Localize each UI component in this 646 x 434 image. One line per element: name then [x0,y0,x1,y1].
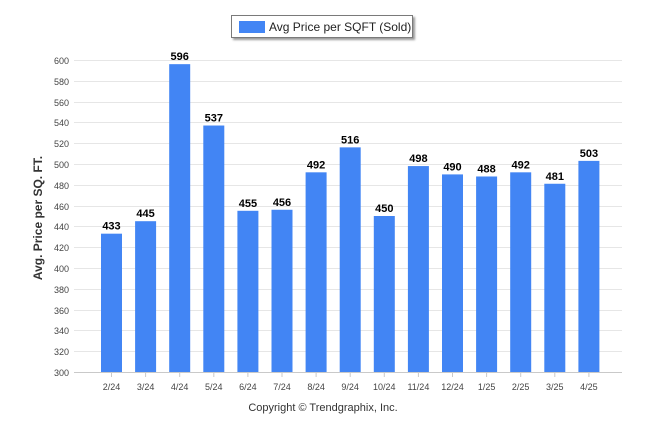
x-tick-label: 5/24 [205,382,223,392]
data-label: 488 [477,163,495,175]
data-label: 537 [205,113,223,125]
data-label: 503 [580,148,598,160]
y-tick-label: 480 [54,181,69,191]
x-tick-label: 8/24 [307,382,325,392]
legend-swatch [239,21,265,33]
y-axis-ticks: 300 320 340 360 380 400 420 440 460 480 500 520 540 5… [54,56,69,378]
x-tick-label: 3/24 [137,382,155,392]
y-tick-label: 520 [54,139,69,149]
data-label: 490 [443,161,461,173]
bar[interactable] [203,125,225,373]
y-tick-label: 500 [54,160,69,170]
data-label: 492 [307,159,325,171]
bar[interactable] [442,174,463,372]
x-tick-label: 3/25 [546,382,564,392]
data-labels: 433 445 596 537 455 456 492 516 450 498 490 488 492 4… [102,51,598,233]
x-tick-label: 2/24 [103,382,121,392]
x-tick-label: 12/24 [441,382,464,392]
data-label: 456 [273,197,291,209]
bar[interactable] [305,172,327,372]
y-tick-label: 580 [54,77,69,87]
bar[interactable] [578,160,600,372]
y-tick-label: 400 [54,264,69,274]
x-tick-label: 11/24 [407,382,429,392]
data-label: 455 [239,198,257,210]
y-tick-label: 600 [54,56,69,66]
y-tick-label: 300 [54,368,69,378]
data-label: 516 [341,134,359,146]
x-axis-ticks: 2/24 3/24 4/24 5/24 6/24 7/24 8/24 9/24 10/24 11/… [103,372,598,392]
bar[interactable] [373,216,395,372]
x-tick-label: 4/25 [580,382,598,392]
x-tick-label: 1/25 [478,382,496,392]
bar[interactable] [407,166,429,372]
y-tick-label: 420 [54,243,69,253]
data-label: 450 [375,203,393,215]
y-tick-label: 360 [54,306,69,316]
x-tick-label: 9/24 [341,382,359,392]
bar[interactable] [339,147,361,372]
data-label: 596 [171,51,189,63]
bar[interactable] [476,176,498,372]
data-label: 481 [546,171,564,183]
bar[interactable] [237,210,259,372]
y-tick-label: 440 [54,222,69,232]
data-label: 492 [512,159,530,171]
data-label: 498 [409,153,427,165]
legend-label: Avg Price per SQFT (Sold) [269,20,412,34]
bar[interactable] [101,233,122,372]
bar[interactable] [544,183,566,372]
x-tick-label: 7/24 [273,382,291,392]
legend[interactable]: Avg Price per SQFT (Sold) [231,15,413,38]
y-tick-label: 340 [54,326,69,336]
y-tick-label: 460 [54,202,69,212]
y-tick-label: 540 [54,118,69,128]
x-tick-label: 10/24 [373,382,396,392]
bar[interactable] [271,209,293,372]
bars [101,64,600,373]
x-tick-label: 6/24 [239,382,257,392]
x-tick-label: 2/25 [512,382,530,392]
y-tick-label: 320 [54,347,69,357]
copyright-text: Copyright © Trendgraphix, Inc. [248,402,398,414]
bar[interactable] [169,64,191,372]
x-tick-label: 4/24 [171,382,189,392]
y-tick-label: 380 [54,285,69,295]
y-axis-title: Avg. Price per SQ. FT. [31,155,45,281]
y-tick-label: 560 [54,98,69,108]
data-label: 433 [102,221,120,233]
data-label: 445 [136,208,154,220]
bar[interactable] [135,221,157,372]
bar[interactable] [510,172,532,372]
